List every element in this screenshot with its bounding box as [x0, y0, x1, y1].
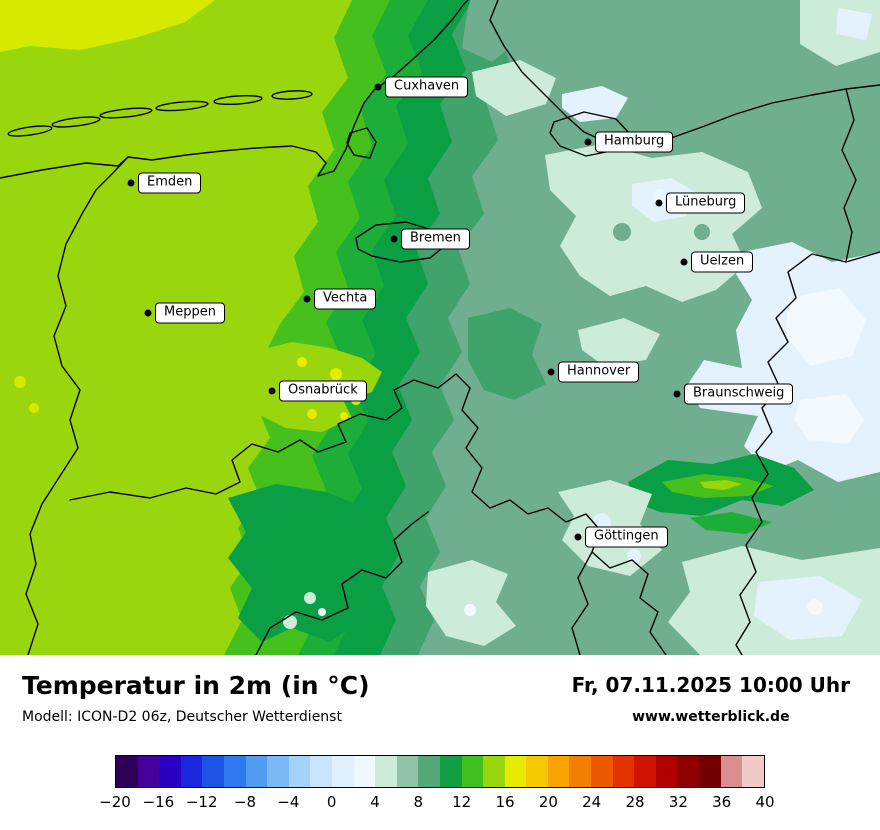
city-dot	[374, 83, 382, 91]
scale-segment	[591, 756, 613, 787]
scale-segment	[288, 756, 311, 787]
city-label: Uelzen	[691, 251, 754, 273]
scale-tick-label: 0	[326, 793, 337, 811]
city-dot	[268, 387, 276, 395]
scale-tick-label: 4	[370, 793, 380, 811]
scale-segment	[526, 756, 548, 787]
website-url: www.wetterblick.de	[632, 709, 790, 725]
temperature-field-svg	[0, 0, 880, 655]
scale-tick-label: 16	[495, 793, 515, 811]
scale-segment	[504, 756, 527, 787]
scale-tick-label: 36	[712, 793, 732, 811]
scale-tick-label: −16	[142, 793, 175, 811]
scale-segment	[699, 756, 721, 787]
scale-segment	[396, 756, 419, 787]
scale-segment	[353, 756, 376, 787]
scale-segment	[569, 756, 592, 787]
color-scale	[115, 755, 765, 788]
scale-segment	[655, 756, 678, 787]
city-dot	[680, 258, 688, 266]
scale-segment	[461, 756, 484, 787]
scale-segment	[483, 756, 505, 787]
city-label: Meppen	[155, 302, 225, 324]
scale-segment	[202, 756, 224, 787]
scale-segment	[375, 756, 397, 787]
scale-segment	[677, 756, 700, 787]
scale-segment	[180, 756, 203, 787]
city-label: Emden	[138, 172, 202, 194]
city-label: Göttingen	[585, 526, 668, 548]
city-label: Osnabrück	[279, 380, 367, 402]
city-dot	[144, 309, 152, 317]
scale-tick-label: −4	[277, 793, 300, 811]
city-label: Hamburg	[595, 131, 674, 153]
city-dot	[574, 533, 582, 541]
city-label: Vechta	[314, 288, 377, 310]
temperature-map: Cuxhaven Hamburg Emden Lüneburg Bremen Uelzen…	[0, 0, 880, 655]
map-title: Temperatur in 2m (in °C)	[22, 671, 370, 700]
city-dot	[673, 390, 681, 398]
model-info: Modell: ICON-D2 06z, Deutscher Wetterdie…	[22, 709, 342, 725]
scale-tick-label: 40	[755, 793, 775, 811]
scale-tick-label: 24	[582, 793, 602, 811]
scale-segment	[634, 756, 656, 787]
city-dot	[390, 235, 398, 243]
scale-segment	[245, 756, 268, 787]
datetime-block: Fr, 07.11.2025 10:00 Uhr www.wetterblick…	[572, 673, 850, 725]
scale-segment	[612, 756, 635, 787]
city-label: Cuxhaven	[385, 76, 469, 98]
scale-tick-label: −12	[185, 793, 218, 811]
city-label: Braunschweig	[684, 383, 794, 405]
scale-segment	[720, 756, 743, 787]
city-label: Lüneburg	[666, 192, 746, 214]
scale-tick-label: 20	[538, 793, 558, 811]
scale-tick-label: 12	[452, 793, 472, 811]
scale-segment	[742, 756, 764, 787]
city-label: Hannover	[558, 361, 640, 383]
scale-tick-label: 28	[625, 793, 645, 811]
scale-segment	[159, 756, 181, 787]
scale-segment	[137, 756, 160, 787]
scale-segment	[223, 756, 246, 787]
city-dot	[547, 368, 555, 376]
scale-segment	[267, 756, 289, 787]
scale-tick-label: −8	[233, 793, 257, 811]
scale-tick-label: −20	[99, 793, 131, 811]
city-dot	[655, 199, 663, 207]
scale-segment	[418, 756, 440, 787]
scale-tick-label: 32	[668, 793, 688, 811]
scale-segment	[331, 756, 354, 787]
forecast-datetime: Fr, 07.11.2025 10:00 Uhr	[571, 673, 850, 697]
footer: Temperatur in 2m (in °C) Modell: ICON-D2…	[0, 655, 880, 830]
scale-segment	[310, 756, 332, 787]
scale-segment	[547, 756, 570, 787]
city-dot	[127, 179, 135, 187]
scale-segment	[116, 756, 138, 787]
city-dot	[303, 295, 311, 303]
scale-segment	[439, 756, 462, 787]
scale-tick-label: 8	[413, 793, 424, 811]
city-dot	[584, 138, 592, 146]
color-scale-ticks: −20 −16 −12 −8 −4 0 4 8 12 16 20 24 28 32 36 40	[99, 793, 774, 813]
city-label: Bremen	[401, 228, 470, 250]
